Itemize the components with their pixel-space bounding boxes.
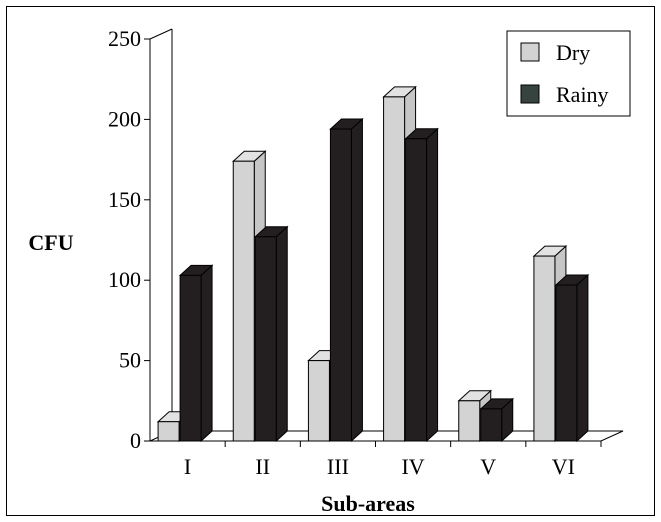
bar-rainy-VI bbox=[554, 273, 590, 443]
x-tick-label: IV bbox=[401, 454, 424, 479]
bar-front bbox=[254, 236, 277, 442]
y-tick-label: 150 bbox=[108, 187, 141, 212]
bar-front bbox=[232, 160, 255, 442]
y-tick-label: 200 bbox=[108, 106, 141, 131]
bar-side bbox=[426, 127, 439, 443]
bar-front bbox=[307, 360, 330, 442]
legend-label-dry: Dry bbox=[556, 40, 590, 65]
bar-rainy-IV bbox=[404, 127, 439, 443]
x-tick-label: III bbox=[327, 454, 349, 479]
bar-side bbox=[200, 264, 213, 443]
bar-side bbox=[576, 273, 589, 443]
y-tick-label: 50 bbox=[119, 348, 141, 373]
y-axis-label: CFU bbox=[28, 230, 73, 255]
x-tick-labels: I II III IV V VI bbox=[184, 454, 575, 479]
bar-rainy-II bbox=[253, 225, 289, 443]
bar-rainy-V bbox=[479, 397, 515, 443]
bar-rainy-III bbox=[329, 117, 364, 443]
bar-front bbox=[555, 284, 578, 442]
legend-swatch-dry bbox=[520, 42, 540, 62]
chart-legend: Dry Rainy bbox=[506, 30, 631, 117]
y-axis-top-connector bbox=[149, 28, 173, 40]
y-tick-label: 100 bbox=[108, 267, 141, 292]
bar-rainy-I bbox=[178, 264, 214, 443]
bar-front bbox=[480, 408, 503, 442]
bar-front bbox=[179, 274, 202, 442]
bar-front bbox=[383, 96, 406, 442]
x-tick-label: II bbox=[255, 454, 270, 479]
bar-side bbox=[350, 117, 363, 443]
bar-front bbox=[458, 400, 481, 442]
bar-side bbox=[275, 225, 288, 443]
y-tick-label: 250 bbox=[108, 26, 141, 51]
y-tick-labels: 0 50 100 150 200 250 bbox=[108, 26, 141, 453]
bar-front bbox=[533, 255, 556, 442]
bar-front bbox=[405, 138, 428, 442]
bar-front bbox=[329, 128, 352, 442]
x-tick-label: I bbox=[184, 454, 191, 479]
x-axis-label: Sub-areas bbox=[321, 491, 415, 516]
y-tick-label: 0 bbox=[130, 428, 141, 453]
chart-bars bbox=[156, 85, 590, 443]
x-tick-label: V bbox=[480, 454, 496, 479]
legend-swatch-rainy bbox=[520, 84, 540, 104]
bar-front bbox=[157, 421, 180, 442]
legend-label-rainy: Rainy bbox=[556, 82, 609, 107]
x-tick-label: VI bbox=[552, 454, 575, 479]
